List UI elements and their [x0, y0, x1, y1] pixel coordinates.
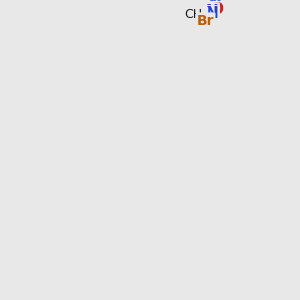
- Text: CH₃: CH₃: [184, 8, 208, 21]
- Text: O: O: [211, 2, 224, 17]
- Text: N: N: [206, 6, 219, 21]
- Text: N: N: [208, 0, 221, 11]
- Text: H: H: [206, 4, 218, 18]
- Text: N: N: [206, 4, 219, 19]
- Text: Br: Br: [197, 14, 214, 28]
